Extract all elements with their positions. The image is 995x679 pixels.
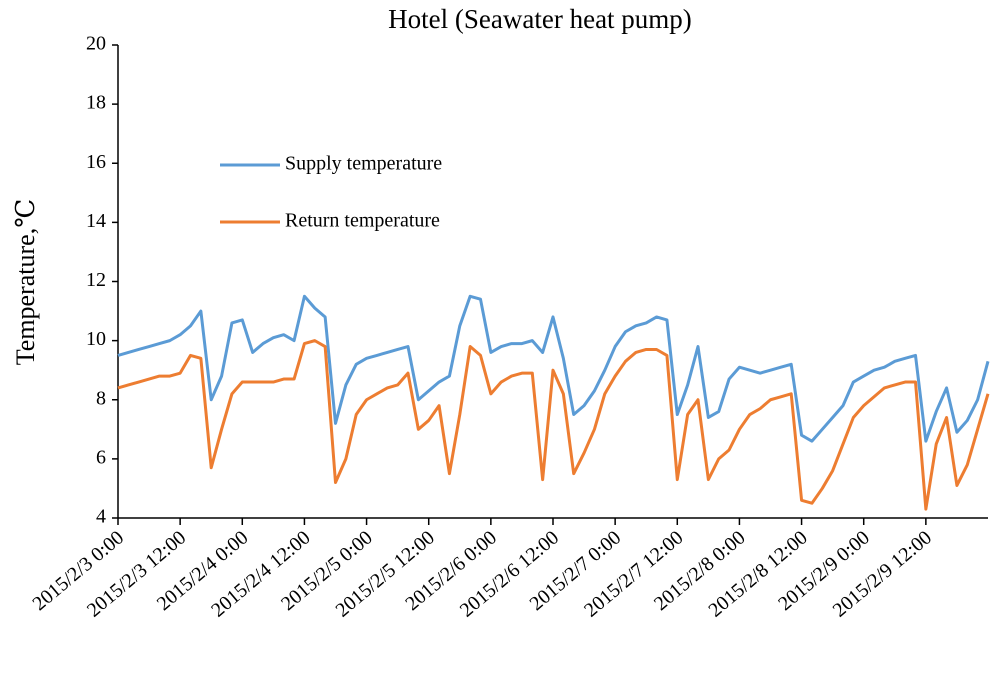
- y-tick-label: 8: [96, 387, 106, 409]
- y-axis-label: Temperature,℃: [11, 199, 40, 366]
- line-series: [117, 339, 990, 511]
- y-tick-label: 18: [86, 92, 106, 114]
- legend-label: Return temperature: [285, 210, 440, 232]
- line-series: [117, 294, 990, 443]
- y-tick-label: 6: [96, 446, 106, 468]
- y-tick-label: 20: [86, 33, 106, 55]
- y-tick-label: 14: [86, 210, 106, 232]
- chart-title: Hotel (Seawater heat pump): [388, 4, 692, 34]
- y-tick-label: 16: [86, 151, 106, 173]
- y-tick-label: 12: [86, 269, 106, 291]
- legend-label: Supply temperature: [285, 153, 442, 175]
- y-tick-label: 4: [96, 506, 106, 528]
- y-tick-label: 10: [86, 328, 106, 350]
